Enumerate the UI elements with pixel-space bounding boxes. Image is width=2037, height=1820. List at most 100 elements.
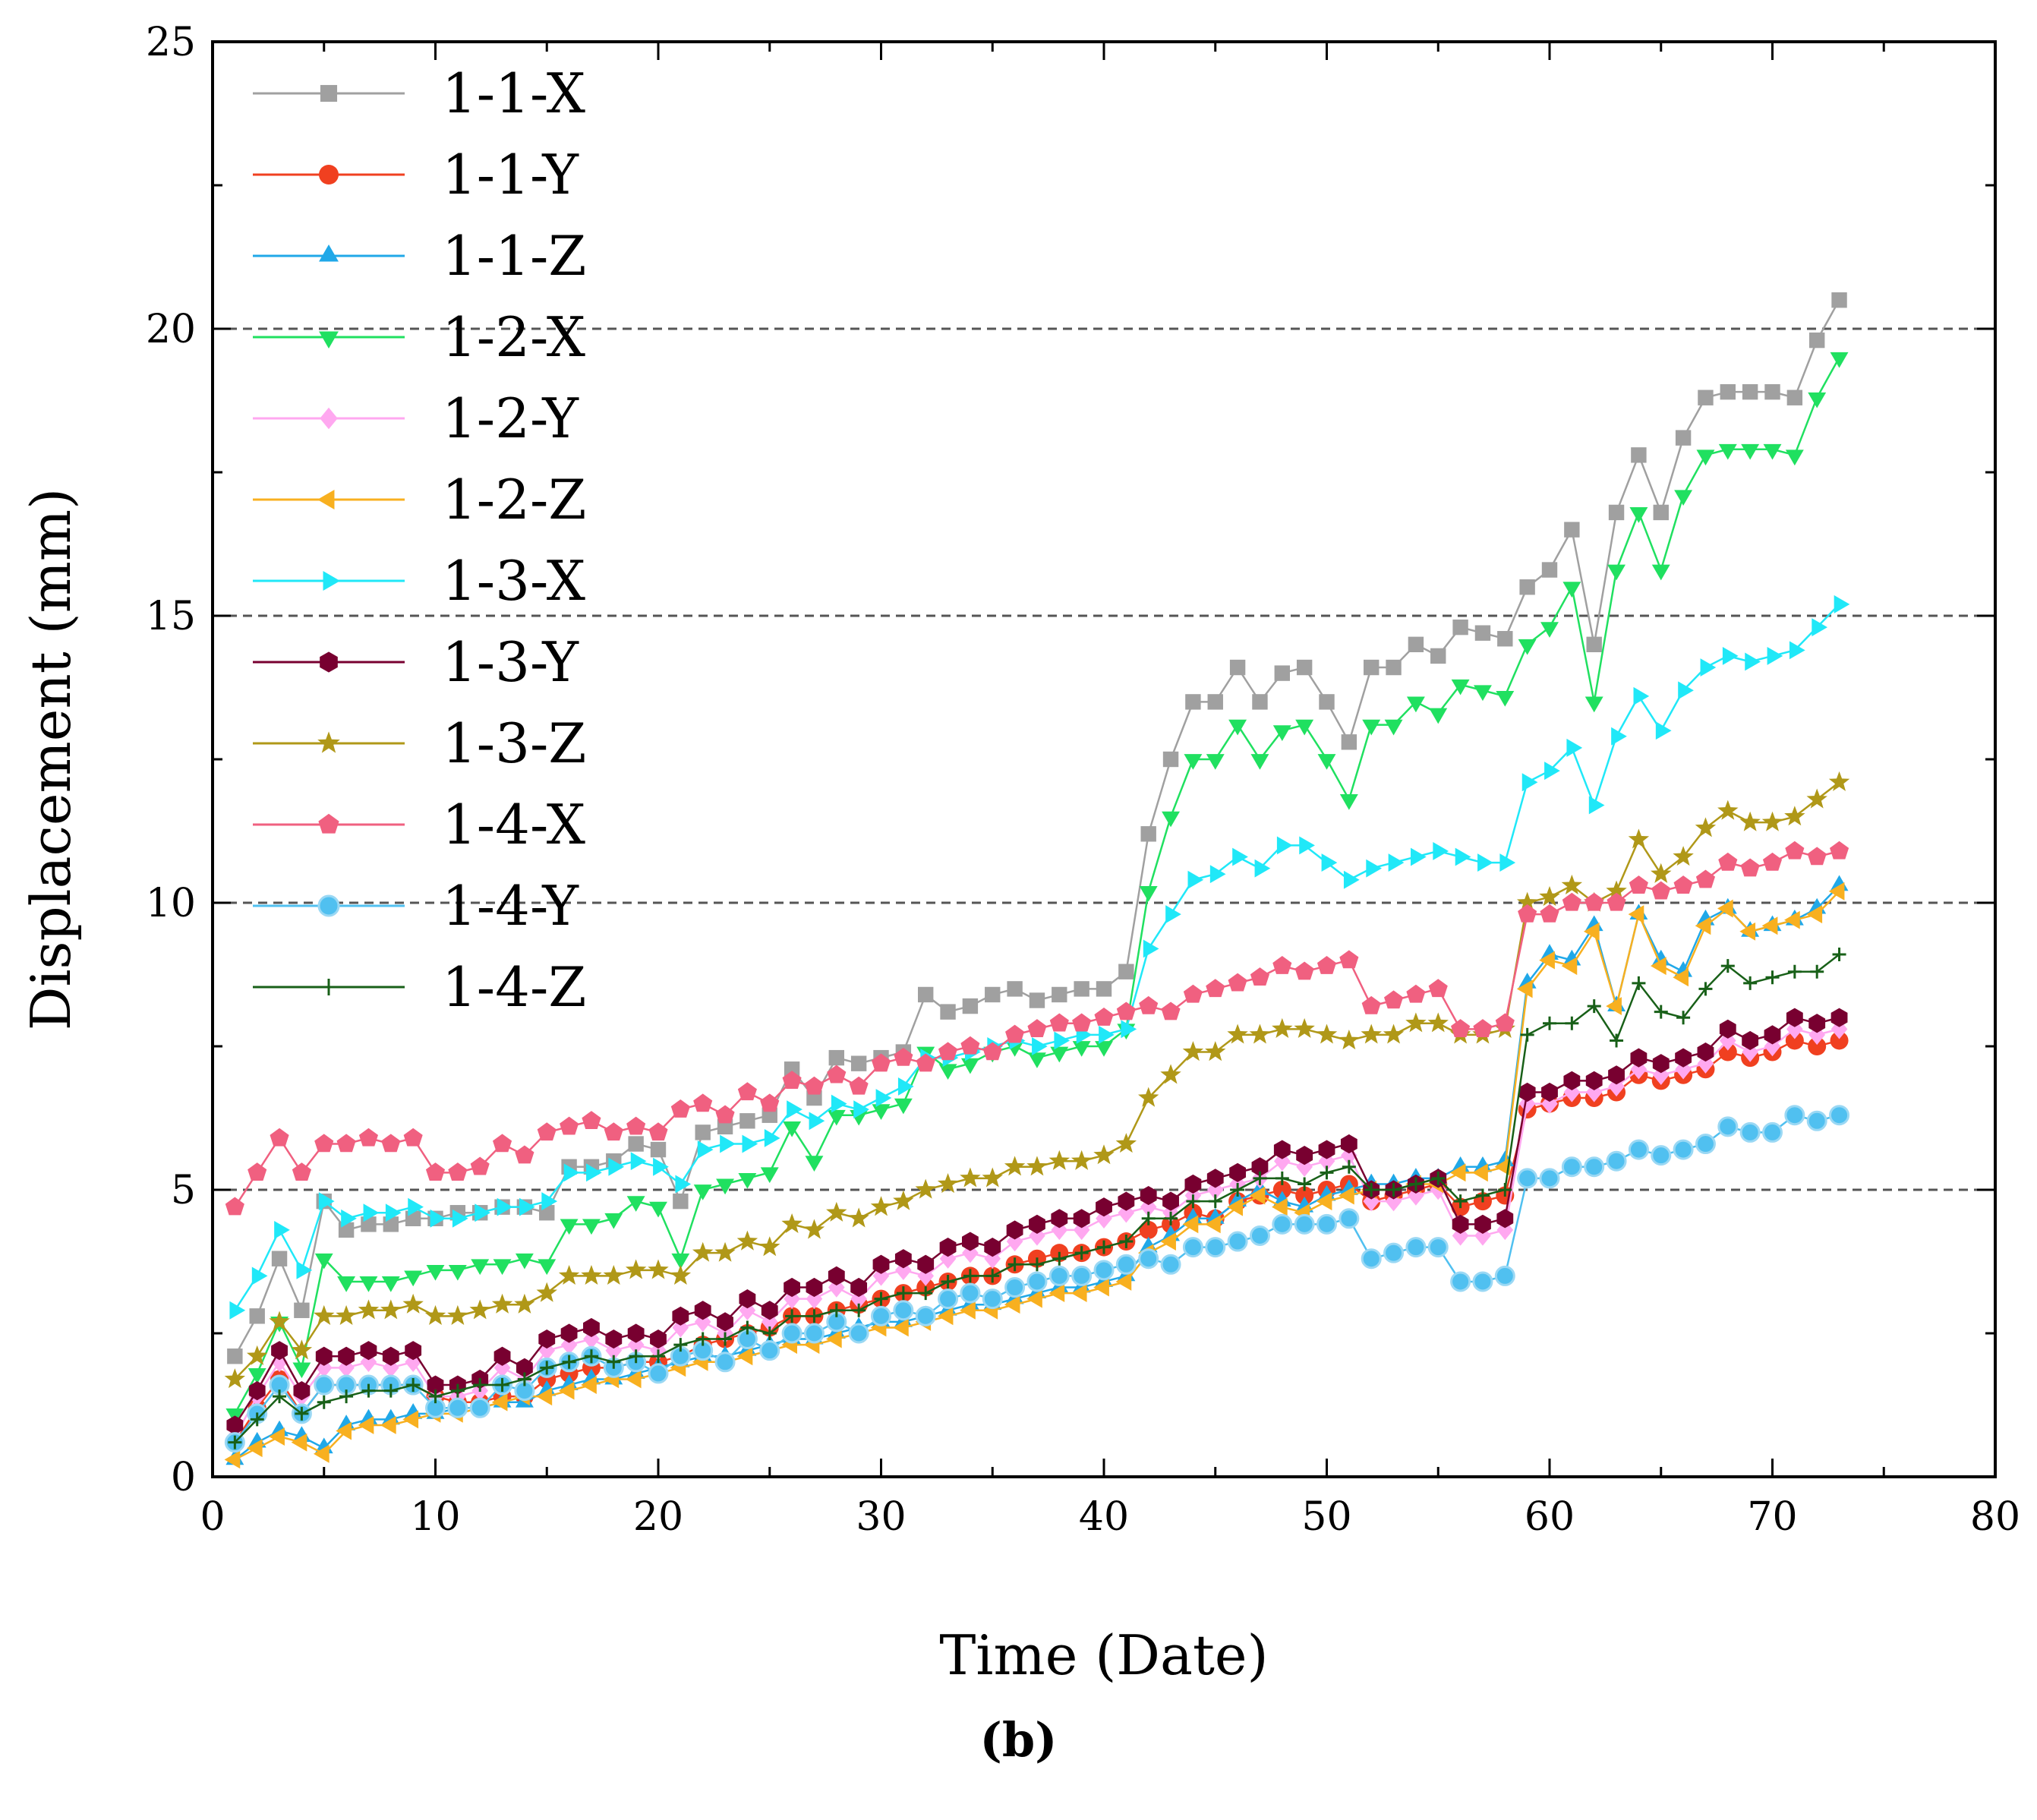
data-point <box>582 1111 601 1129</box>
data-point <box>341 1209 357 1228</box>
data-point <box>358 1128 379 1147</box>
y-tick-label: 15 <box>146 594 196 639</box>
data-point <box>1048 1284 1065 1303</box>
data-point <box>915 1178 936 1199</box>
data-point <box>1386 1183 1401 1197</box>
data-point <box>1606 997 1622 1016</box>
data-point <box>1808 392 1827 408</box>
data-point <box>1561 874 1583 894</box>
data-point <box>584 1349 598 1364</box>
data-point <box>1786 390 1803 405</box>
legend-label: 1-1-Y <box>442 143 579 207</box>
data-point <box>491 1293 513 1314</box>
data-point <box>940 1004 956 1020</box>
data-point <box>271 1251 288 1266</box>
data-point <box>1227 1231 1248 1252</box>
data-point <box>693 1184 712 1200</box>
data-point <box>1807 847 1827 866</box>
data-point <box>917 1254 935 1274</box>
data-point <box>896 1286 910 1301</box>
data-point <box>1806 905 1823 924</box>
data-point <box>695 1332 710 1346</box>
data-point <box>1785 841 1805 860</box>
data-point <box>405 1210 421 1226</box>
data-point <box>1187 870 1204 889</box>
data-point <box>273 1389 287 1404</box>
data-point <box>226 1415 244 1435</box>
data-point <box>781 1213 803 1234</box>
data-point <box>1165 905 1181 924</box>
data-point <box>852 1303 866 1317</box>
data-point <box>450 1383 465 1398</box>
data-point <box>514 1293 535 1314</box>
data-point <box>1745 652 1761 671</box>
data-point <box>738 1172 757 1189</box>
data-point <box>1651 564 1670 581</box>
data-point <box>1093 1278 1109 1297</box>
data-point <box>380 1299 402 1320</box>
data-point <box>452 1209 468 1228</box>
data-point <box>1343 870 1360 889</box>
data-point <box>1254 859 1271 878</box>
data-point <box>515 1145 534 1164</box>
data-point <box>562 1355 576 1369</box>
data-point <box>1027 1019 1047 1037</box>
data-point <box>1655 721 1672 740</box>
data-point <box>1629 507 1648 523</box>
data-point <box>1566 738 1583 757</box>
data-point <box>251 1266 268 1285</box>
data-point <box>471 1259 490 1276</box>
data-point <box>1072 1041 1091 1057</box>
data-point <box>426 1264 445 1281</box>
data-point <box>693 1093 713 1112</box>
data-point <box>359 1276 378 1292</box>
data-point <box>1762 852 1783 871</box>
data-point <box>320 84 338 103</box>
data-point <box>1318 1140 1335 1159</box>
data-point <box>1320 1165 1334 1180</box>
data-point <box>1539 951 1555 970</box>
data-point <box>317 731 340 753</box>
series-layer <box>224 292 1850 1469</box>
data-point <box>1115 1254 1137 1275</box>
data-point <box>1718 1042 1737 1061</box>
data-point <box>1005 1024 1025 1043</box>
data-point <box>850 1277 868 1298</box>
data-point <box>1140 826 1156 842</box>
data-point <box>1071 1265 1093 1286</box>
data-point <box>448 1162 468 1181</box>
data-point <box>583 1329 600 1349</box>
data-point <box>1097 1240 1111 1254</box>
data-point <box>1096 981 1112 997</box>
data-point <box>1700 658 1717 677</box>
data-point <box>1026 1289 1042 1308</box>
data-point <box>1272 955 1292 974</box>
legend-label: 1-3-Z <box>442 711 586 775</box>
data-point <box>314 1374 335 1396</box>
data-point <box>1388 853 1405 872</box>
data-point <box>1096 1208 1112 1229</box>
data-point <box>608 1157 625 1176</box>
data-point <box>538 1259 557 1276</box>
data-point <box>296 1260 313 1279</box>
data-point <box>740 1320 755 1335</box>
data-point <box>1408 1177 1423 1191</box>
data-point <box>1717 899 1733 918</box>
data-point <box>893 1300 914 1321</box>
data-point <box>1784 806 1805 826</box>
data-point <box>1121 1020 1137 1039</box>
data-point <box>871 1053 891 1072</box>
data-point <box>1361 995 1381 1014</box>
data-point <box>1808 1037 1827 1055</box>
data-point <box>1339 1186 1354 1205</box>
data-point <box>582 1219 601 1235</box>
data-point <box>1832 948 1846 962</box>
data-point <box>736 1347 753 1366</box>
data-point <box>648 1122 668 1141</box>
data-point <box>1298 1177 1312 1191</box>
data-point <box>1739 922 1756 941</box>
data-point <box>1654 1005 1668 1019</box>
data-point <box>1208 1194 1222 1209</box>
data-point <box>1449 1163 1466 1182</box>
data-point <box>1383 1024 1405 1044</box>
